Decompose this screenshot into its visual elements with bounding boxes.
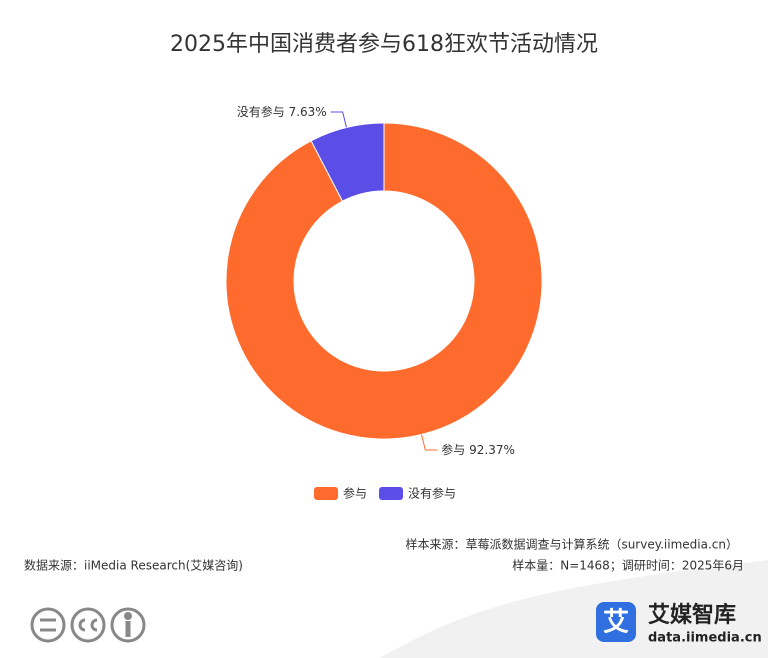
data-label-value: 92.37% <box>469 443 515 457</box>
legend-swatch <box>314 487 338 500</box>
brand-icon: 艾 <box>603 608 629 638</box>
legend-swatch <box>379 487 404 500</box>
data-label-name: 参与 <box>441 442 465 457</box>
chart-title: 2025年中国消费者参与618狂欢节活动情况 <box>170 32 598 57</box>
data-label: 参与 92.37% <box>441 442 515 457</box>
data-label: 没有参与 7.63% <box>237 103 327 118</box>
legend-label: 没有参与 <box>408 486 456 501</box>
donut-slice <box>310 122 385 202</box>
sample-source: 样本来源：草莓派数据调查与计算系统（survey.iimedia.cn） <box>405 537 738 552</box>
data-source: 数据来源：iiMedia Research(艾媒咨询) <box>24 558 243 573</box>
sample-info: 样本量：N=1468；调研时间：2025年6月 <box>512 558 744 573</box>
license-icons <box>30 607 146 643</box>
data-label-name: 没有参与 <box>237 103 285 118</box>
footer-swoosh <box>380 560 768 658</box>
brand-icon-bg <box>596 602 636 642</box>
legend-label: 参与 <box>343 486 367 501</box>
leader-line <box>421 434 438 451</box>
brand-url: data.iimedia.cn <box>648 631 762 646</box>
leader-line <box>330 111 347 128</box>
data-label-value: 7.63% <box>289 104 327 118</box>
brand-name: 艾媒智库 <box>648 602 736 628</box>
donut-slice <box>225 122 543 440</box>
